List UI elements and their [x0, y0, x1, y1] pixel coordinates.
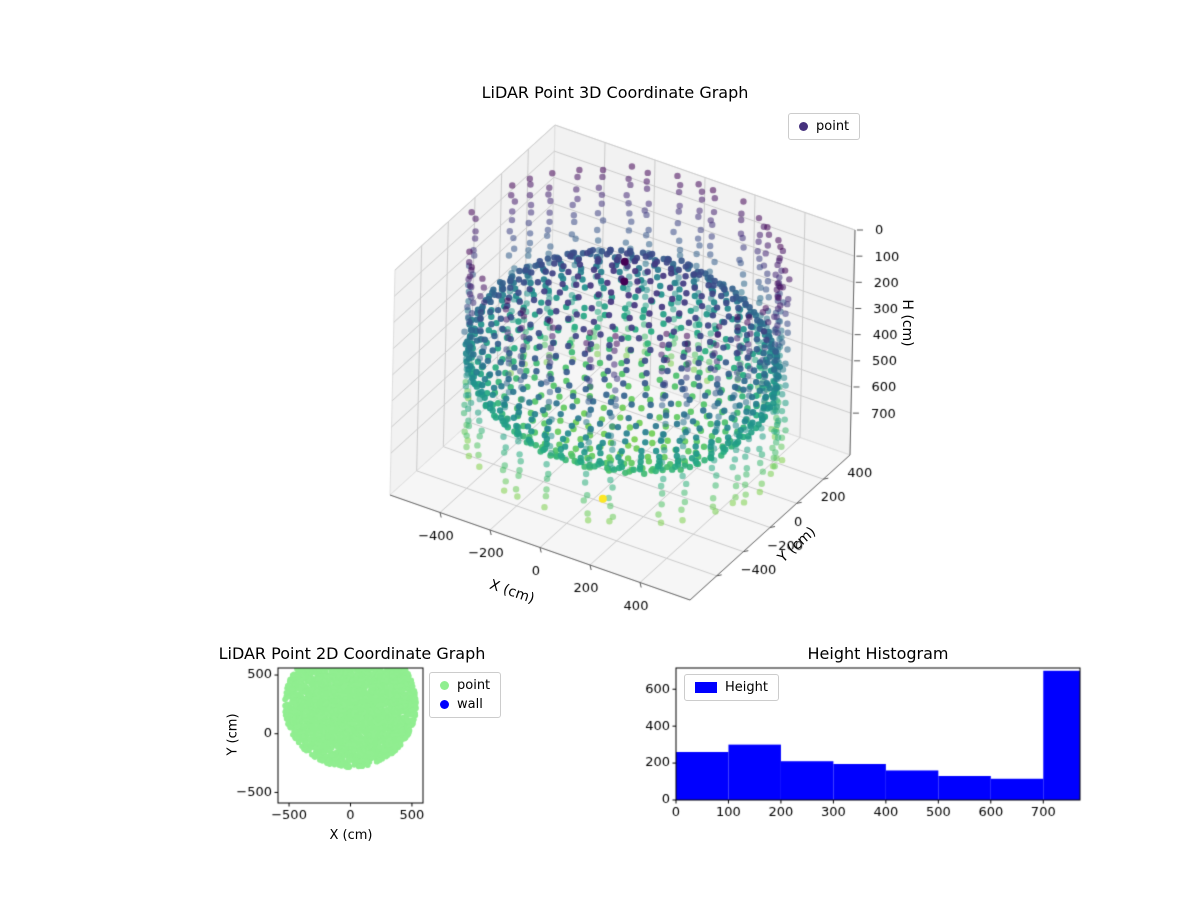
scatter2d-legend: point wall	[429, 672, 502, 718]
legend-entry-height: Height	[695, 680, 768, 695]
scatter2d-ylabel: Y (cm)	[225, 713, 241, 756]
legend-label: point	[457, 678, 491, 693]
scatter2d-title: LiDAR Point 2D Coordinate Graph	[218, 644, 486, 663]
point-marker-icon	[799, 122, 808, 131]
legend-entry-point: point	[440, 678, 490, 693]
scatter2d-xlabel: X (cm)	[329, 828, 373, 843]
legend-entry-wall: wall	[440, 697, 490, 712]
legend-label: point	[816, 119, 850, 134]
scatter3d-legend: point	[788, 113, 861, 140]
point-marker-icon	[440, 681, 449, 690]
wall-marker-icon	[440, 700, 449, 709]
scatter3d-zlabel: H (cm)	[899, 299, 915, 347]
scatter3d-title: LiDAR Point 3D Coordinate Graph	[481, 83, 749, 102]
legend-label: Height	[725, 680, 768, 695]
scatter2d-canvas	[215, 655, 465, 840]
scatter3d-canvas	[300, 100, 980, 660]
histogram-legend: Height	[684, 674, 779, 701]
histogram-title: Height Histogram	[807, 644, 949, 663]
legend-entry-point: point	[799, 119, 849, 134]
legend-label: wall	[457, 697, 483, 712]
height-bar-swatch-icon	[695, 682, 717, 693]
